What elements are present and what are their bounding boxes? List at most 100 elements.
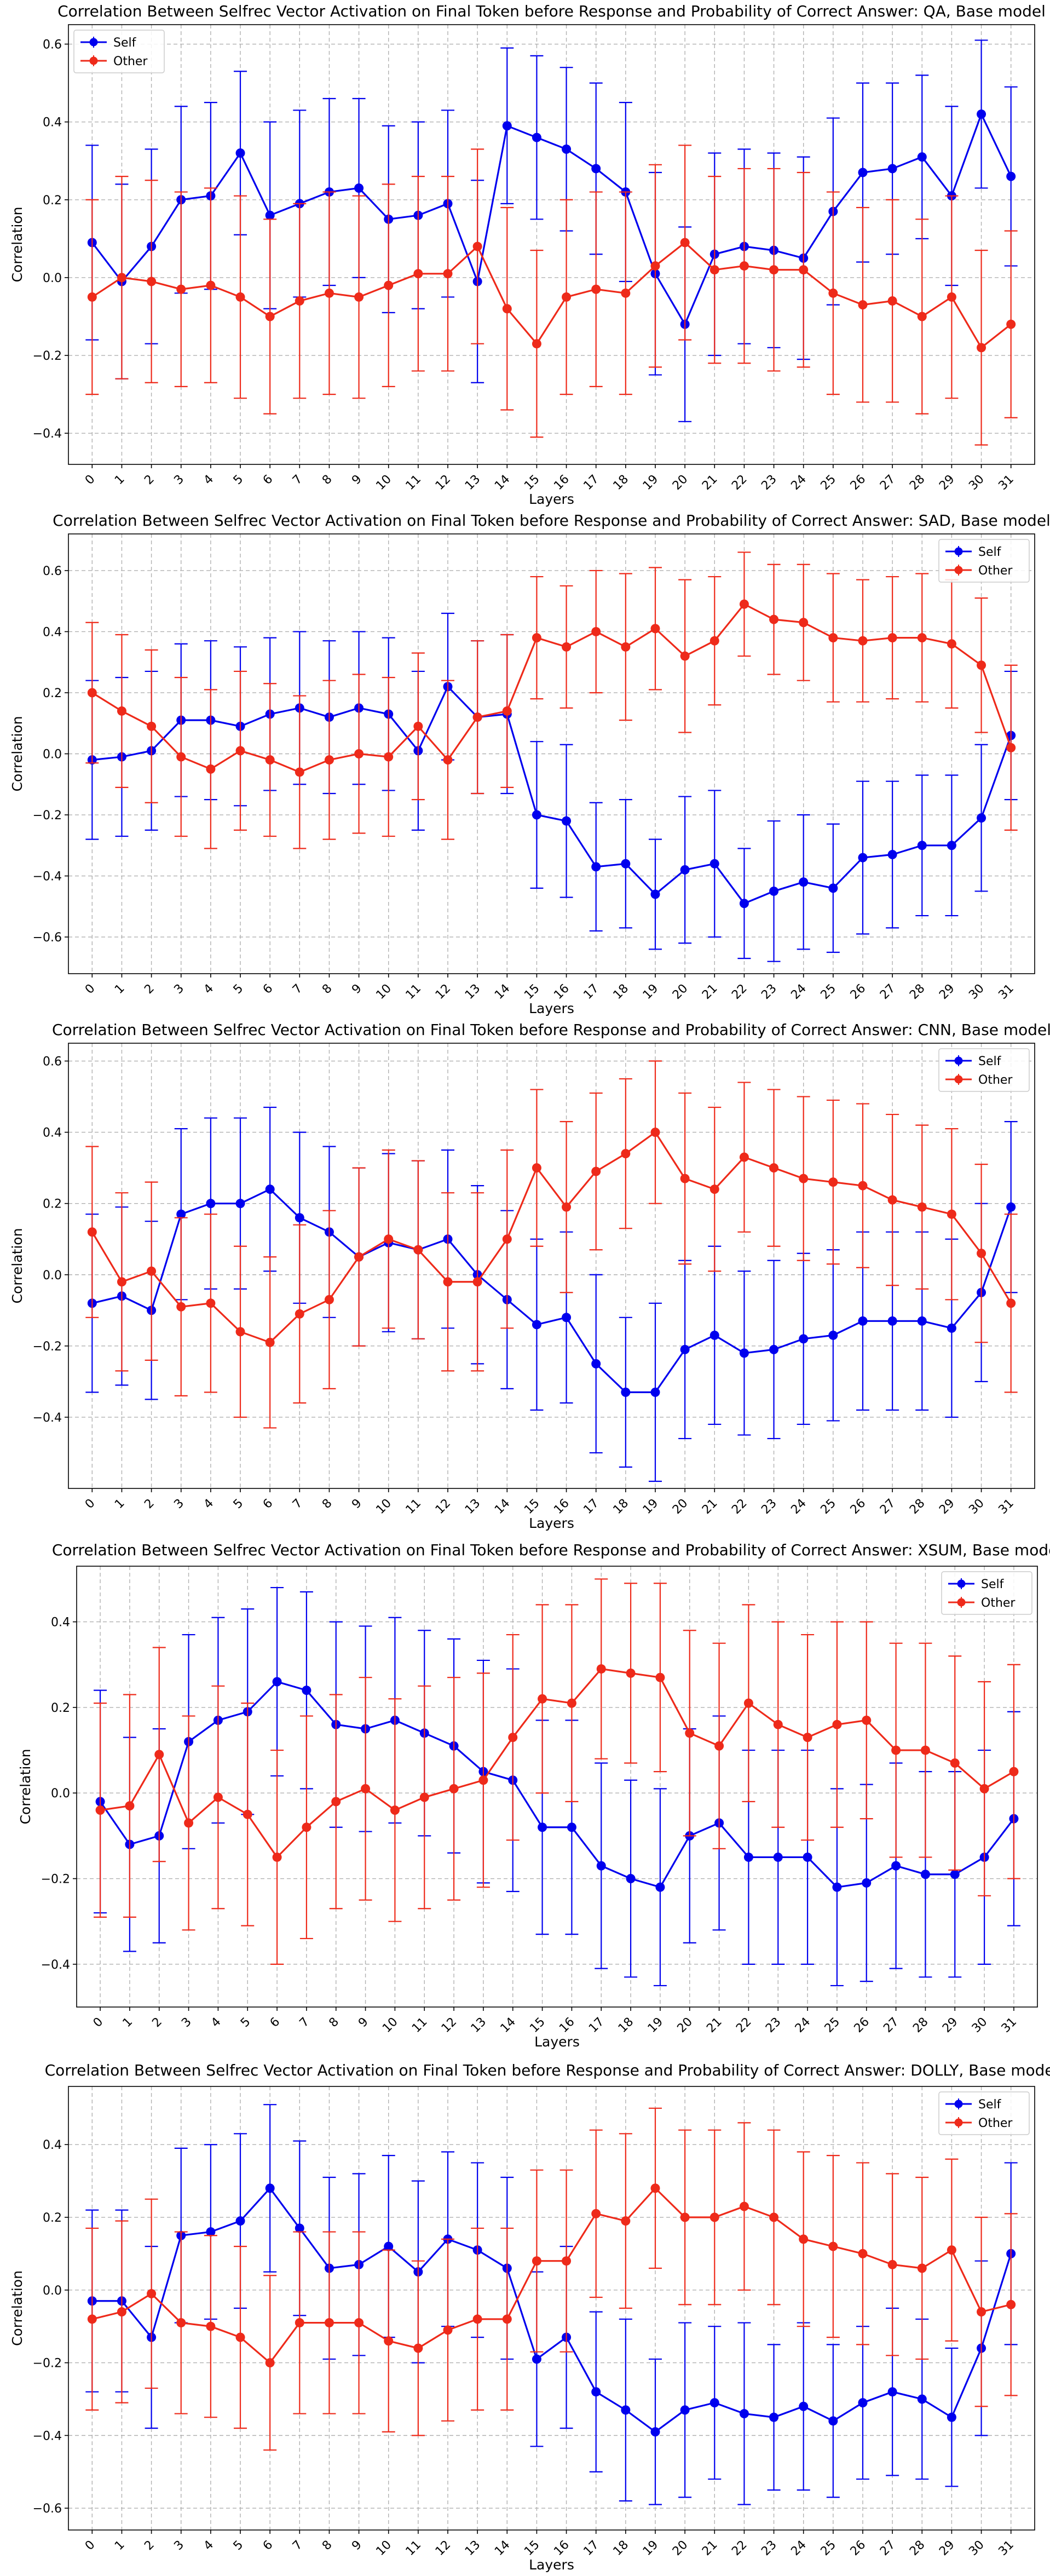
data-point xyxy=(799,877,809,887)
y-tick-label: 0.2 xyxy=(43,1198,62,1211)
x-tick-label: 1 xyxy=(112,1497,128,1512)
data-point xyxy=(887,850,897,860)
data-point xyxy=(591,2209,601,2218)
data-point xyxy=(235,746,245,756)
data-point xyxy=(147,1266,157,1276)
x-tick-label: 15 xyxy=(522,1497,542,1517)
data-point xyxy=(769,2212,779,2222)
data-point xyxy=(472,1277,482,1287)
x-tick-label: 14 xyxy=(492,2538,512,2558)
legend-marker xyxy=(89,56,98,65)
data-point xyxy=(265,2358,275,2368)
data-point xyxy=(235,1327,245,1337)
x-axis-label: Layers xyxy=(529,1515,574,1531)
legend-label-other: Other xyxy=(978,2117,1013,2130)
x-tick-label: 18 xyxy=(616,2015,636,2036)
data-point xyxy=(532,2256,541,2266)
series-other xyxy=(85,2107,1018,2451)
y-tick-label: −0.6 xyxy=(33,2502,62,2516)
data-point xyxy=(354,749,364,758)
data-point xyxy=(117,273,126,283)
data-point xyxy=(917,152,927,162)
legend-marker xyxy=(957,1598,966,1607)
data-point xyxy=(709,1185,719,1194)
data-point xyxy=(532,339,541,349)
x-tick-label: 28 xyxy=(907,1497,927,1517)
data-point xyxy=(650,1387,660,1397)
x-tick-label: 13 xyxy=(463,982,483,1002)
x-tick-label: 13 xyxy=(463,473,483,493)
data-point xyxy=(324,288,334,298)
x-tick-label: 28 xyxy=(907,2538,927,2558)
data-point xyxy=(472,712,482,722)
data-point xyxy=(917,2263,927,2273)
chart-panel-0: Correlation Between Selfrec Vector Activ… xyxy=(9,2,1046,507)
data-point xyxy=(591,862,601,872)
x-tick-label: 29 xyxy=(937,982,957,1002)
x-tick-label: 15 xyxy=(527,2015,547,2036)
y-tick-label: −0.6 xyxy=(33,931,62,945)
data-point xyxy=(739,599,749,609)
chart-title: Correlation Between Selfrec Vector Activ… xyxy=(45,2061,1050,2079)
legend: Self Other xyxy=(938,539,1030,583)
data-point xyxy=(799,1334,809,1344)
data-point xyxy=(739,2409,749,2419)
data-point xyxy=(235,292,245,302)
gridlines xyxy=(77,1566,1037,2007)
data-point xyxy=(354,183,364,193)
series-line xyxy=(100,1668,1014,1859)
data-point xyxy=(295,1309,304,1319)
x-tick-label: 15 xyxy=(522,2538,542,2558)
x-tick-label: 2 xyxy=(142,473,157,488)
x-tick-label: 2 xyxy=(142,2538,157,2554)
x-tick-label: 15 xyxy=(522,473,542,493)
data-point xyxy=(324,1295,334,1304)
y-tick-label: 0.0 xyxy=(51,1787,70,1801)
x-tick-label: 1 xyxy=(112,473,128,488)
y-tick-label: 0.0 xyxy=(43,1269,62,1283)
x-axis-label: Layers xyxy=(534,2034,580,2050)
data-point xyxy=(538,1822,547,1832)
data-point xyxy=(621,642,631,652)
data-point xyxy=(773,1720,783,1729)
data-point xyxy=(887,164,897,174)
data-point xyxy=(302,1822,311,1832)
data-point xyxy=(176,752,186,762)
data-point xyxy=(443,1277,453,1287)
data-point xyxy=(1006,171,1016,181)
legend-label-other: Other xyxy=(981,1596,1016,1610)
data-point xyxy=(947,1323,956,1333)
x-tick-label: 8 xyxy=(320,2538,335,2554)
plot-frame xyxy=(76,1566,1038,2008)
data-point xyxy=(302,1686,311,1695)
x-tick-label: 12 xyxy=(433,1497,453,1517)
data-point xyxy=(799,2401,809,2411)
x-tick-label: 30 xyxy=(966,2538,986,2558)
x-tick-label: 25 xyxy=(822,2015,843,2036)
x-tick-label: 26 xyxy=(848,1497,868,1517)
data-point xyxy=(206,280,216,290)
data-point xyxy=(502,121,512,131)
x-tick-label: 13 xyxy=(463,1497,483,1517)
y-tick-label: 0.2 xyxy=(43,687,62,700)
x-tick-label: 24 xyxy=(788,982,809,1002)
data-point xyxy=(206,1298,216,1308)
series-line xyxy=(91,1188,1012,1393)
x-tick-label: 4 xyxy=(201,473,217,488)
data-point xyxy=(680,2212,690,2222)
x-tick-label: 4 xyxy=(201,1497,217,1512)
data-point xyxy=(858,853,868,863)
plot-frame xyxy=(68,1043,1035,1489)
x-tick-label: 24 xyxy=(788,1497,809,1517)
data-point xyxy=(384,752,394,762)
x-tick-label: 3 xyxy=(171,2538,187,2554)
data-point xyxy=(887,296,897,306)
data-point xyxy=(532,633,541,643)
data-point xyxy=(769,886,779,896)
x-tick-label: 21 xyxy=(700,982,720,1002)
x-tick-label: 14 xyxy=(492,1497,512,1517)
chart-title: Correlation Between Selfrec Vector Activ… xyxy=(57,2,1046,20)
data-point xyxy=(626,1668,636,1678)
data-point xyxy=(532,810,541,820)
series-other xyxy=(85,551,1018,849)
